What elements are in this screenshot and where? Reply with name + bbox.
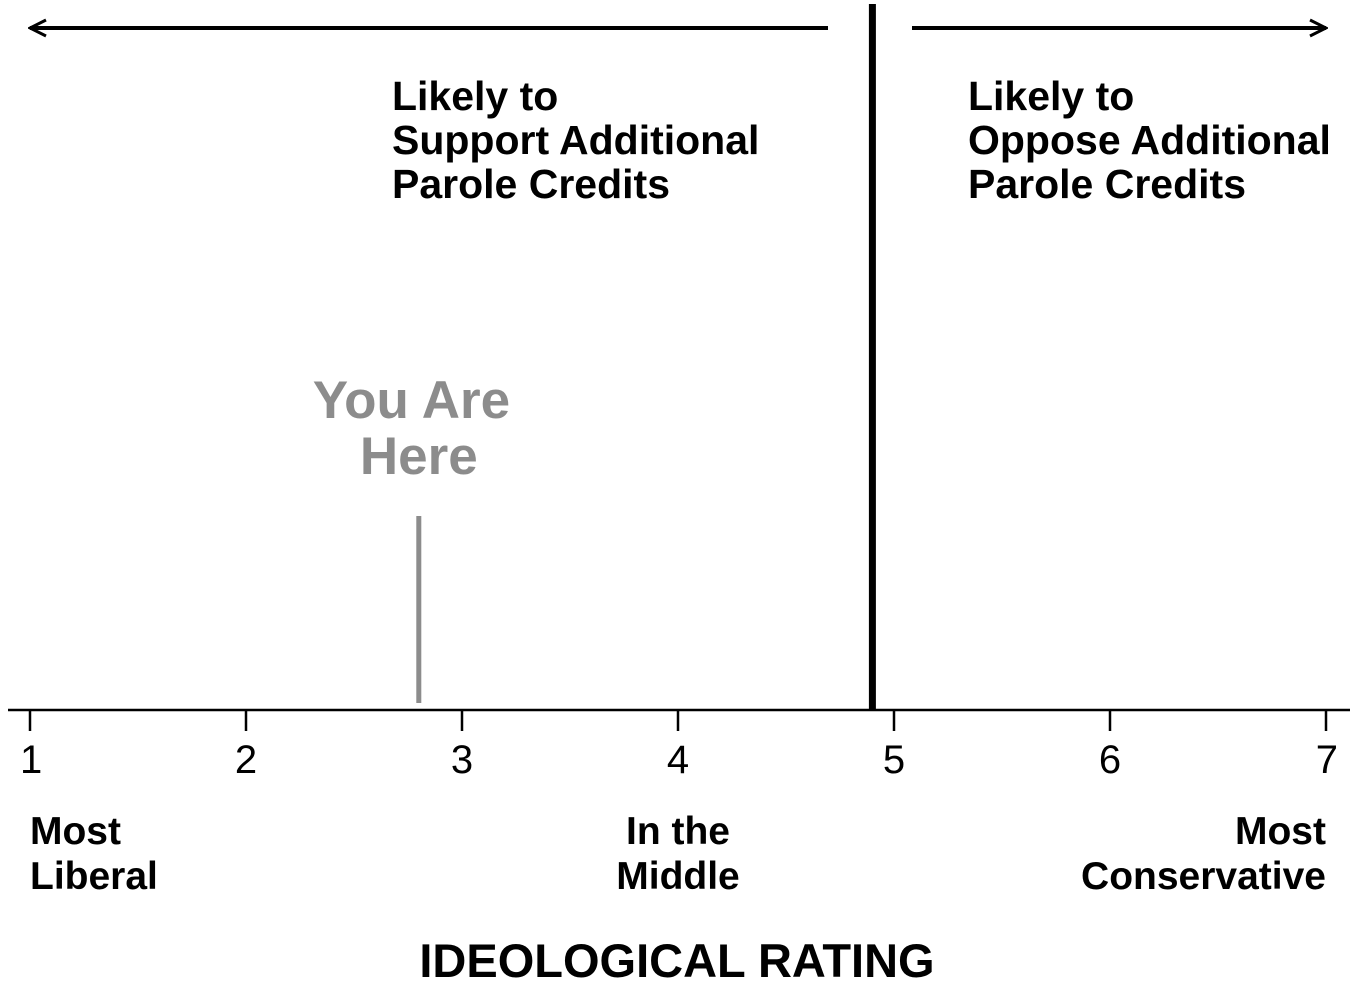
oppose-region-line-2: Oppose Additional — [968, 117, 1331, 163]
support-region-line-3: Parole Credits — [392, 161, 670, 207]
x-tick-label-1: 1 — [20, 738, 42, 782]
anchor-label-2-line-2: Conservative — [1081, 855, 1326, 898]
oppose-region-line-1: Likely to — [968, 73, 1134, 119]
x-tick-label-5: 5 — [883, 738, 905, 782]
support-region-line-2: Support Additional — [392, 117, 759, 163]
support-region-label: Likely to Support Additional Parole Cred… — [392, 73, 771, 207]
anchor-label-1-line-1: In the — [626, 810, 730, 853]
x-tick-label-4: 4 — [667, 738, 689, 782]
you-are-here-line-2: Here — [360, 427, 478, 486]
anchor-label-2-line-1: Most — [1235, 810, 1326, 853]
x-tick-label-7: 7 — [1316, 738, 1338, 782]
x-tick-label-6: 6 — [1099, 738, 1121, 782]
x-tick-label-2: 2 — [235, 738, 257, 782]
x-axis-title: IDEOLOGICAL RATING — [419, 934, 934, 982]
support-region-line-1: Likely to — [392, 73, 558, 119]
you-are-here-line-1: You Are — [313, 371, 510, 430]
oppose-region-label: Likely to Oppose Additional Parole Credi… — [968, 73, 1342, 207]
anchor-label-1: In the Middle — [616, 810, 740, 898]
x-tick-label-3: 3 — [451, 738, 473, 782]
anchor-label-2: Most Conservative — [1081, 810, 1326, 898]
anchor-label-0-line-2: Liberal — [30, 855, 158, 898]
anchor-label-0-line-1: Most — [30, 810, 121, 853]
you-are-here-label: You Are Here — [313, 371, 525, 486]
anchor-label-0: Most Liberal — [30, 810, 158, 898]
tick-group: 1 2 3 4 5 6 7 — [20, 710, 1338, 782]
oppose-region-line-3: Parole Credits — [968, 161, 1246, 207]
anchor-label-1-line-2: Middle — [616, 855, 740, 898]
